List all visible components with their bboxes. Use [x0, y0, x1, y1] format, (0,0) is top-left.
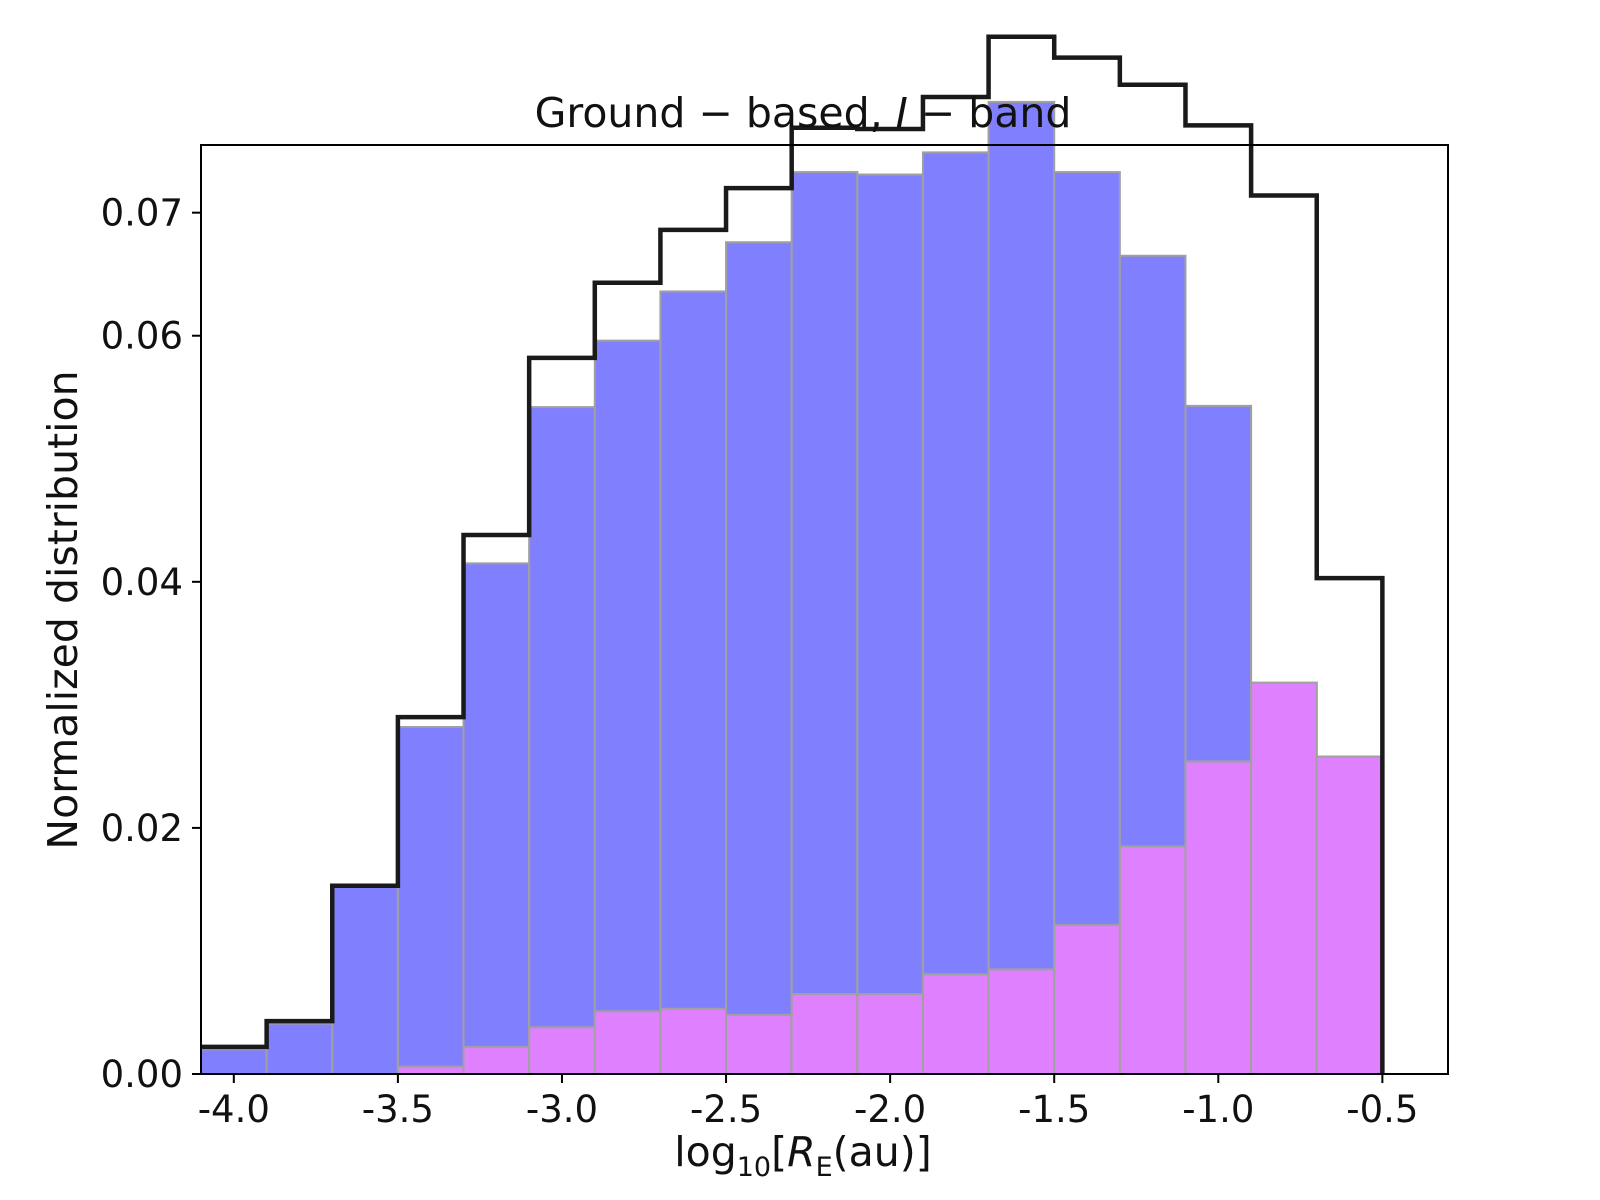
xlabel-log-base: 10 [737, 1152, 771, 1183]
magenta-bar-14 [1118, 845, 1187, 1076]
y-axis-ticks: 0.00 0.02 0.04 0.06 0.07 [101, 192, 201, 1096]
xlabel-symbol: R [787, 1128, 816, 1176]
blue-bar-5 [528, 406, 596, 1075]
y-tick-label-4: 0.07 [101, 192, 183, 235]
y-axis-label: Normalized distribution [39, 370, 87, 849]
blue-bar-11 [921, 151, 990, 1076]
magenta-bar-3 [396, 1065, 465, 1075]
blue-bar-12 [987, 100, 1056, 1075]
magenta-bar-16 [1250, 681, 1318, 1075]
magenta-bar-10 [856, 993, 924, 1076]
blue-bar-7 [659, 290, 728, 1075]
magenta-bar-7 [659, 1007, 728, 1075]
x-axis-ticks: -4.0 -3.5 -3.0 -2.5 -2.0 -1.5 -1.0 -0.5 [198, 1074, 1418, 1131]
blue-bar-2 [331, 884, 399, 1075]
blue-bar-13 [1053, 171, 1121, 1076]
xlabel-unit: (au)] [833, 1128, 932, 1176]
blue-bar-1 [265, 1022, 334, 1075]
y-tick-label-0: 0.00 [101, 1053, 183, 1096]
x-tick-label-2: -3.0 [526, 1088, 598, 1131]
x-axis-label: log10[RE(au)] [674, 1128, 932, 1183]
blue-bar-9 [790, 171, 859, 1076]
blue-bar-10 [856, 173, 924, 1075]
magenta-bar-15 [1184, 760, 1253, 1076]
blue-bar-8 [725, 241, 793, 1076]
x-tick-label-1: -3.5 [362, 1088, 434, 1131]
magenta-bar-17 [1315, 755, 1384, 1075]
total-step-outline [201, 34, 1385, 1074]
title-part-3: − band [908, 89, 1072, 137]
magenta-bar-5 [528, 1026, 596, 1076]
x-tick-label-4: -2.0 [854, 1088, 926, 1131]
blue-bar-6 [593, 339, 662, 1075]
title-part-1: Ground − based, [535, 89, 896, 137]
magenta-bar-13 [1053, 924, 1121, 1075]
x-tick-label-3: -2.5 [690, 1088, 762, 1131]
magenta-bar-12 [987, 968, 1056, 1075]
chart-title: Ground − based, I − band [535, 89, 1072, 137]
x-tick-label-6: -1.0 [1182, 1088, 1254, 1131]
x-tick-label-5: -1.5 [1018, 1088, 1090, 1131]
magenta-bar-4 [462, 1045, 531, 1076]
blue-bar-3 [396, 726, 465, 1075]
x-tick-label-0: -4.0 [198, 1088, 270, 1131]
blue-bar-4 [462, 562, 531, 1075]
plot-frame [200, 144, 1449, 1075]
magenta-bar-8 [725, 1013, 793, 1075]
title-band-symbol: I [896, 89, 908, 137]
xlabel-subscript: E [816, 1152, 833, 1183]
magenta-bar-6 [593, 1010, 662, 1075]
x-tick-label-7: -0.5 [1346, 1088, 1418, 1131]
magenta-bar-9 [790, 993, 859, 1076]
blue-bar-0 [200, 1048, 268, 1076]
xlabel-bracket: [ [771, 1128, 787, 1176]
y-tick-label-2: 0.04 [101, 561, 183, 604]
y-tick-label-1: 0.02 [101, 807, 183, 850]
magenta-bar-11 [921, 973, 990, 1076]
series-magenta-bars [396, 681, 1384, 1076]
xlabel-log: log [674, 1128, 737, 1176]
y-tick-label-3: 0.06 [101, 315, 183, 358]
